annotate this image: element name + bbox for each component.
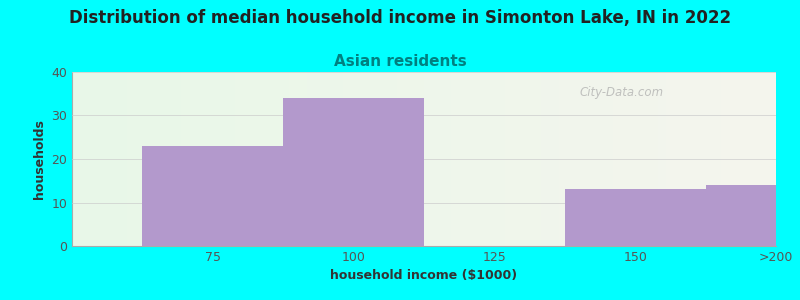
Text: City-Data.com: City-Data.com	[579, 86, 663, 99]
Bar	[283, 98, 424, 246]
Bar	[142, 146, 283, 246]
Bar	[706, 185, 800, 246]
Text: Asian residents: Asian residents	[334, 54, 466, 69]
Bar	[565, 190, 706, 246]
Y-axis label: households: households	[33, 119, 46, 199]
X-axis label: household income ($1000): household income ($1000)	[330, 269, 518, 282]
Text: Distribution of median household income in Simonton Lake, IN in 2022: Distribution of median household income …	[69, 9, 731, 27]
